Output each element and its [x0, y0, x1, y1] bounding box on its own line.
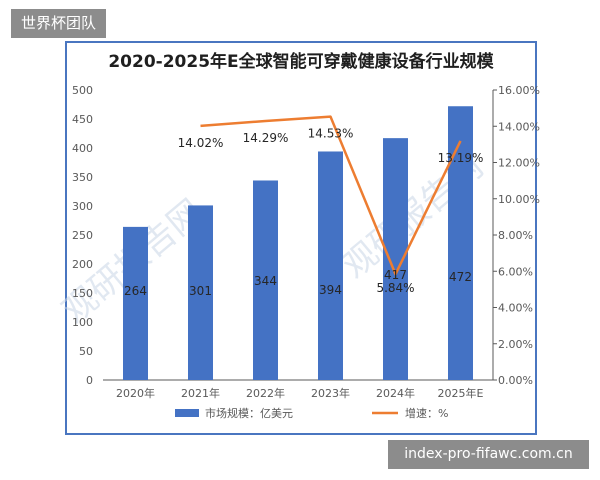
y2-tick-label: 6.00% — [498, 265, 533, 278]
bar — [188, 205, 213, 380]
y-tick-label: 0 — [86, 374, 93, 387]
bar — [318, 151, 343, 380]
bar — [383, 138, 408, 380]
bar — [123, 226, 148, 380]
bar-value-label: 301 — [189, 284, 212, 298]
chart-title: 2020-2025年E全球智能可穿戴健康设备行业规模 — [108, 52, 494, 72]
x-tick-label: 2023年 — [311, 386, 350, 400]
chart-frame — [65, 41, 537, 435]
bar-value-label: 417 — [384, 268, 407, 282]
y2-tick-label: 2.00% — [498, 338, 533, 351]
y2-tick-label: 4.00% — [498, 302, 533, 315]
x-tick-label: 2021年 — [181, 386, 220, 400]
site-url-label: index-pro-fifawc.com.cn — [388, 440, 589, 469]
bar-value-label: 394 — [319, 283, 342, 297]
y-tick-label: 250 — [72, 229, 93, 242]
team-badge: 世界杯团队 — [11, 9, 107, 38]
x-tick-label: 2025年E — [438, 386, 484, 400]
y2-tick-label: 8.00% — [498, 229, 533, 242]
x-tick-label: 2020年 — [116, 386, 155, 400]
y2-tick-label: 16.00% — [498, 84, 540, 97]
y-tick-label: 150 — [72, 287, 93, 300]
bar-value-label: 344 — [254, 274, 277, 288]
y2-tick-label: 14.00% — [498, 120, 540, 133]
bar-value-label: 264 — [124, 284, 147, 298]
legend-bar-label: 市场规模：亿美元 — [205, 406, 293, 420]
line-value-label: 14.02% — [178, 136, 224, 150]
bar-value-label: 472 — [449, 270, 472, 284]
y-tick-label: 300 — [72, 200, 93, 213]
line-value-label: 14.29% — [243, 131, 289, 145]
bar — [448, 106, 473, 381]
y-tick-label: 450 — [72, 113, 93, 126]
x-tick-label: 2022年 — [246, 386, 285, 400]
y-tick-label: 350 — [72, 171, 93, 184]
y-tick-label: 200 — [72, 258, 93, 271]
y-tick-label: 50 — [79, 345, 93, 358]
legend-line-label: 增速：% — [405, 406, 448, 420]
y-tick-label: 400 — [72, 142, 93, 155]
line-value-label: 5.84% — [376, 281, 414, 295]
y2-tick-label: 10.00% — [498, 193, 540, 206]
y-tick-label: 100 — [72, 316, 93, 329]
growth-line — [200, 115, 462, 276]
legend-bar-swatch — [175, 409, 199, 417]
y2-tick-label: 0.00% — [498, 374, 533, 387]
line-value-label: 14.53% — [308, 127, 354, 141]
bar — [253, 180, 278, 380]
line-value-label: 13.19% — [438, 151, 484, 165]
x-tick-label: 2024年 — [376, 386, 415, 400]
y2-tick-label: 12.00% — [498, 157, 540, 170]
y-tick-label: 500 — [72, 84, 93, 97]
